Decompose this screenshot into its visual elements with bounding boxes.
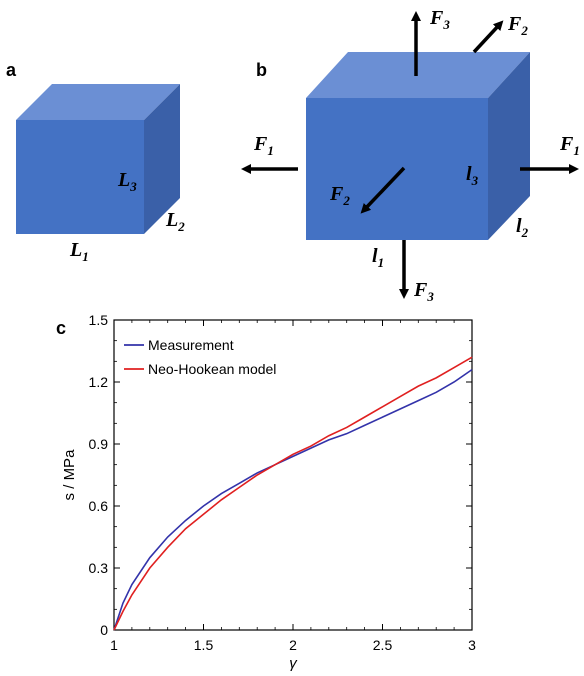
label-l1: l1 (372, 245, 384, 270)
x-tick-label: 1 (110, 637, 118, 653)
panel-c-letter: c (56, 318, 66, 338)
y-tick-label: 0.9 (89, 436, 109, 452)
label-F3-bottom: F3 (413, 279, 434, 304)
x-tick-label: 1.5 (194, 637, 214, 653)
cube-a-front (16, 120, 144, 234)
cube-a-side (144, 84, 180, 234)
x-axis-title: γ (289, 655, 298, 672)
cube-a-top (16, 84, 180, 120)
label-l2: l2 (516, 215, 529, 240)
label-l3: l3 (466, 163, 479, 188)
panel-b: b F3 F2 F1 F1 F2 F3 l3 l2 l1 (241, 7, 580, 304)
x-tick-label: 3 (468, 637, 476, 653)
panel-a: a L3 L2 L1 (6, 60, 185, 264)
series-line-neo-hookean (113, 356, 473, 631)
y-tick-label: 1.2 (89, 374, 109, 390)
legend-entry: Neo-Hookean model (148, 361, 276, 377)
legend-entry: Measurement (148, 337, 234, 353)
chart-series (113, 356, 473, 631)
y-tick-label: 0.6 (89, 498, 109, 514)
y-tick-label: 0 (100, 622, 108, 638)
panel-c: c 1 1.5 2 2.5 3 0 0.3 0.6 0.9 1.2 1.5 Measurement N… (56, 312, 476, 672)
panel-a-letter: a (6, 60, 17, 80)
x-tick-label: 2.5 (373, 637, 393, 653)
series-line-measurement (113, 368, 473, 631)
label-F1-right: F1 (559, 133, 580, 158)
label-F2-top: F2 (507, 13, 528, 38)
cube-b-side (488, 52, 530, 240)
label-F2-front: F2 (329, 183, 350, 208)
y-axis-title: s / MPa (61, 449, 78, 501)
x-tick-label: 2 (289, 637, 297, 653)
label-L3: L3 (117, 169, 137, 194)
label-F3-top: F3 (429, 7, 450, 32)
label-L2: L2 (165, 209, 185, 234)
chart-ticks: 1 1.5 2 2.5 3 0 0.3 0.6 0.9 1.2 1.5 (89, 312, 477, 653)
y-tick-label: 0.3 (89, 560, 109, 576)
panel-b-letter: b (256, 60, 267, 80)
label-L1: L1 (69, 239, 89, 264)
arrow-F2-front (360, 166, 406, 214)
cube-b-front (306, 98, 488, 240)
label-F1-left: F1 (253, 133, 274, 158)
arrow-F2-top (472, 20, 504, 54)
chart-legend: Measurement Neo-Hookean model (124, 337, 276, 377)
cube-b-top (306, 52, 530, 98)
y-tick-label: 1.5 (89, 312, 109, 328)
